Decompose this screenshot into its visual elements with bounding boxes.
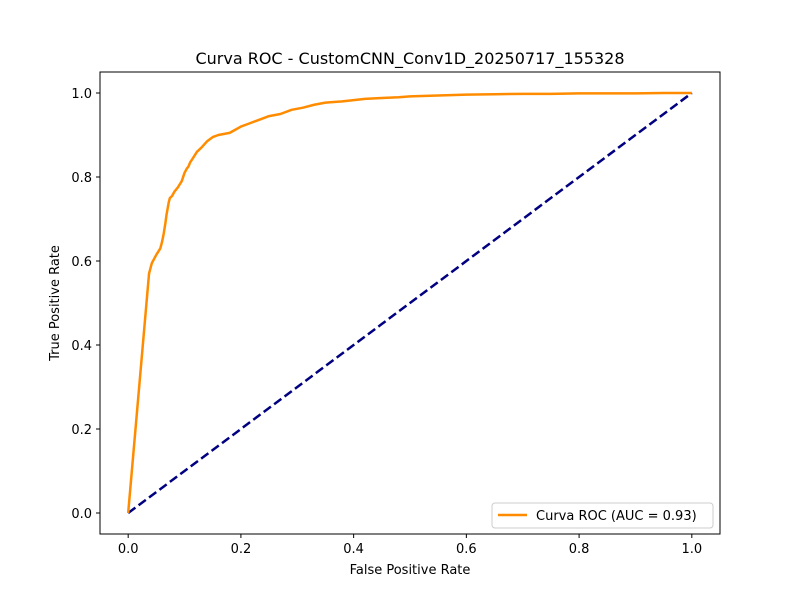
y-tick-label: 0.8 (71, 171, 92, 186)
x-tick-label: 0.8 (569, 542, 590, 557)
y-tick-label: 0.0 (71, 507, 92, 522)
legend: Curva ROC (AUC = 0.93) (491, 502, 714, 529)
legend-box (491, 502, 714, 529)
chart-title: Curva ROC - CustomCNN_Conv1D_20250717_15… (195, 49, 624, 69)
y-axis-ticks: 0.0 0.2 0.4 0.6 0.8 1.0 (71, 87, 100, 522)
y-tick-label: 0.4 (71, 339, 92, 354)
x-tick-label: 0.6 (456, 542, 477, 557)
series-layer (126, 91, 693, 515)
chance-line (127, 91, 693, 515)
plot-area (99, 71, 721, 535)
x-axis-ticks: 0.0 0.2 0.4 0.6 0.8 1.0 (118, 534, 702, 557)
roc-curve-line (126, 91, 692, 514)
y-tick-label: 0.2 (71, 423, 92, 438)
y-tick-label: 0.6 (71, 255, 92, 270)
y-axis-label: True Positive Rate (48, 245, 63, 362)
x-tick-label: 0.4 (343, 542, 364, 557)
axes-frame (99, 71, 721, 535)
y-tick-label: 1.0 (71, 87, 92, 102)
legend-label-roc: Curva ROC (AUC = 0.93) (536, 509, 697, 524)
x-tick-label: 1.0 (681, 542, 702, 557)
x-tick-label: 0.0 (118, 542, 139, 557)
x-tick-label: 0.2 (231, 542, 252, 557)
x-axis-label: False Positive Rate (350, 563, 471, 578)
